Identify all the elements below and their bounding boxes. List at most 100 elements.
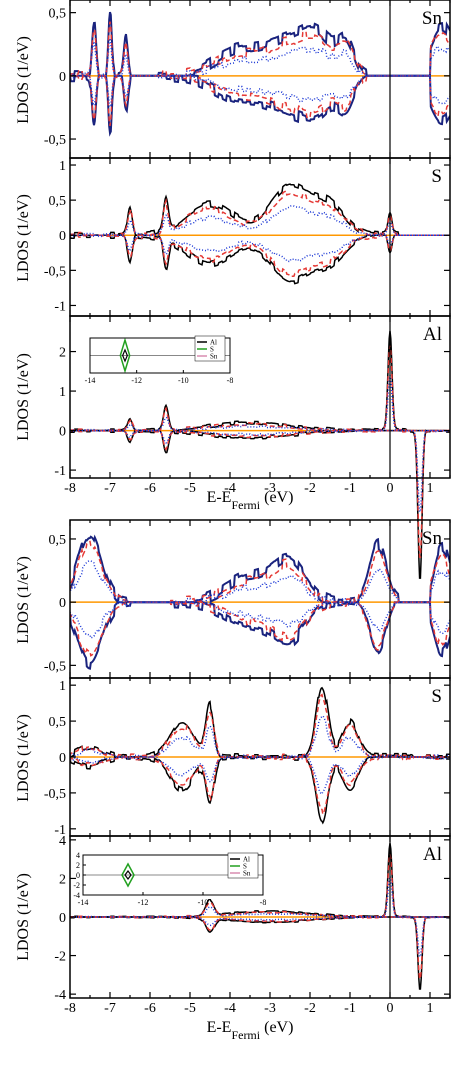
series-2-up <box>70 375 450 432</box>
inset-s-peak <box>121 862 135 888</box>
ylabel-5: LDOS (1/eV) <box>15 873 32 961</box>
panel-top-s: S 1 0,5 0 -0,5 -1 <box>44 157 451 317</box>
series-2-down <box>70 756 450 796</box>
y-tick-label: 0 <box>59 425 66 440</box>
series-2-up <box>70 714 450 759</box>
panel-element-label: S <box>431 686 442 707</box>
inset-frame <box>89 337 231 374</box>
inset-legend-text: S <box>210 346 214 354</box>
y-tick-label: -0,5 <box>44 787 66 802</box>
bottom-xlabel: E-EFermi (eV) <box>207 1019 294 1042</box>
series-0-up <box>70 686 450 758</box>
x-tick-label: 1 <box>427 1001 434 1016</box>
panel-frame <box>69 157 451 317</box>
inset-xtick-label: -14 <box>85 376 96 385</box>
x-tick-label: -8 <box>64 1001 76 1016</box>
y-tick-label: 4 <box>59 834 66 849</box>
series-2-up <box>70 560 450 603</box>
y-tick-label: 0 <box>59 751 66 766</box>
inset-ytick-label: 2 <box>76 861 80 870</box>
y-tick-label: 0,5 <box>49 7 67 22</box>
series-2-down <box>70 234 450 263</box>
series-0-down <box>70 601 450 670</box>
series-2-down <box>70 601 450 639</box>
ylabel-3: LDOS (1/eV) <box>15 556 32 644</box>
x-tick-label: -3 <box>264 481 276 496</box>
series-0-down <box>70 916 450 990</box>
y-tick-label: 1 <box>59 385 66 400</box>
x-tick-label: -4 <box>224 481 236 496</box>
inset-legend-text: Sn <box>243 870 251 878</box>
x-tick-label: 0 <box>387 1001 394 1016</box>
x-tick-label: 0 <box>387 481 394 496</box>
series-0-down <box>70 756 450 825</box>
x-tick-label: -5 <box>184 481 196 496</box>
inset-xtick-label: -14 <box>78 898 89 907</box>
y-tick-label: -1 <box>54 823 66 838</box>
panel-element-label: Al <box>423 324 442 345</box>
x-tick-label: -3 <box>264 1001 276 1016</box>
series-1-down <box>70 75 450 127</box>
ylabel-0: LDOS (1/eV) <box>15 36 32 124</box>
panel-bottom-sn: Sn 0,5 0 -0,5 <box>44 519 451 679</box>
inset-ytick-label: -2 <box>73 881 80 890</box>
top-xlabel: E-EFermi (eV) <box>207 489 294 512</box>
inset-xtick-label: -8 <box>227 376 234 385</box>
panel-element-label: S <box>431 166 442 187</box>
x-tick-label: -7 <box>104 481 116 496</box>
series-1-up <box>70 693 450 759</box>
y-tick-label: 1 <box>59 679 66 694</box>
x-tick-label: -1 <box>344 481 356 496</box>
inset-xtick-label: -12 <box>138 898 149 907</box>
inset-xtick-label: -10 <box>178 376 189 385</box>
inset-ytick-label: -4 <box>73 891 80 900</box>
inset-legend-text: Al <box>210 339 217 347</box>
series-0-down <box>70 74 450 137</box>
series-2-down <box>70 75 450 109</box>
y-tick-label: -2 <box>54 950 66 965</box>
inset-ytick-label: 0 <box>76 871 80 880</box>
y-tick-label: 2 <box>59 872 66 887</box>
inset-xtick-label: -10 <box>198 898 209 907</box>
inset-s-peak <box>119 337 131 374</box>
ylabel-2: LDOS (1/eV) <box>15 353 32 441</box>
x-tick-label: -5 <box>184 1001 196 1016</box>
inset-legend-text: S <box>243 863 247 871</box>
y-tick-label: 0 <box>59 911 66 926</box>
series-1-down <box>70 756 450 817</box>
panel-frame <box>69 315 451 479</box>
y-tick-label: -0,5 <box>44 264 66 279</box>
panel-element-label: Sn <box>422 528 443 549</box>
series-0-up <box>70 11 450 77</box>
y-tick-label: -4 <box>54 988 66 1003</box>
x-tick-label: 1 <box>427 481 434 496</box>
y-tick-label: -1 <box>54 464 66 479</box>
panel-frame <box>69 0 451 159</box>
series-2-down <box>70 916 450 958</box>
x-tick-label: -2 <box>304 1001 316 1016</box>
x-tick-label: -4 <box>224 1001 236 1016</box>
panel-bottom-s: S 1 0,5 0 -0,5 -1 <box>44 677 451 838</box>
panel-element-label: Sn <box>422 8 443 29</box>
inset-al-peak <box>122 348 128 363</box>
ylabel-4: LDOS (1/eV) <box>15 714 32 802</box>
y-tick-label: 0 <box>59 229 66 244</box>
y-tick-label: 0,5 <box>49 194 67 209</box>
inset-xtick-label: -8 <box>260 898 267 907</box>
series-2-down <box>70 429 450 513</box>
y-tick-label: 0,5 <box>49 715 67 730</box>
x-tick-label: -6 <box>144 1001 156 1016</box>
x-tick-label: -7 <box>104 1001 116 1016</box>
y-tick-label: 0 <box>59 70 66 85</box>
y-tick-label: 1 <box>59 159 66 174</box>
inset-legend-text: Al <box>243 856 250 864</box>
x-tick-label: -8 <box>64 481 76 496</box>
panel-element-label: Al <box>423 844 442 865</box>
series-2-up <box>70 38 450 77</box>
inset-al-peak <box>124 870 132 880</box>
